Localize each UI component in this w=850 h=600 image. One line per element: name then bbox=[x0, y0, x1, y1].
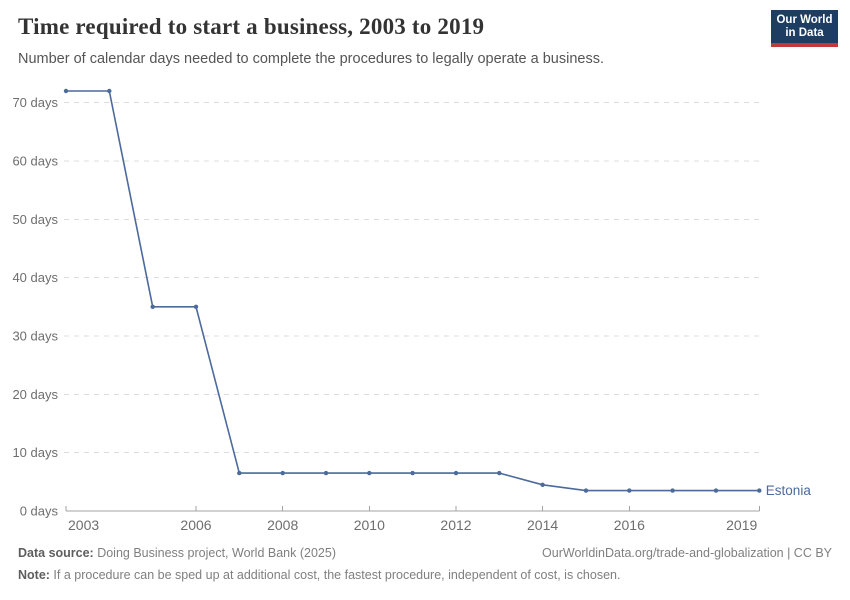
data-point-marker[interactable] bbox=[497, 470, 502, 476]
chart-subtitle: Number of calendar days needed to comple… bbox=[18, 51, 604, 67]
note-label: Note: bbox=[18, 568, 50, 582]
data-point-marker[interactable] bbox=[107, 88, 112, 94]
data-source-line: Data source: Doing Business project, Wor… bbox=[18, 546, 336, 560]
data-source-text: Doing Business project, World Bank (2025… bbox=[93, 546, 336, 560]
data-point-marker[interactable] bbox=[410, 470, 415, 476]
x-axis-tick-label: 2014 bbox=[527, 517, 558, 533]
data-point-marker[interactable] bbox=[540, 482, 545, 487]
owid-logo[interactable]: Our World in Data bbox=[771, 10, 838, 47]
owid-logo-line1: Our World bbox=[776, 13, 833, 26]
y-axis-tick-label: 60 days bbox=[12, 154, 58, 169]
note-text: If a procedure can be sped up at additio… bbox=[49, 568, 621, 582]
x-axis-tick-label: 2010 bbox=[354, 517, 385, 533]
data-point-marker[interactable] bbox=[323, 470, 329, 476]
data-point-marker[interactable] bbox=[280, 470, 285, 476]
data-point-marker[interactable] bbox=[583, 488, 589, 493]
owid-logo-line2: in Data bbox=[785, 26, 824, 39]
x-axis-tick-label: 2006 bbox=[180, 517, 211, 533]
attribution-link[interactable]: OurWorldinData.org/trade-and-globalizati… bbox=[542, 546, 832, 560]
data-source-label: Data source: bbox=[18, 546, 94, 560]
y-axis-tick-label: 70 days bbox=[12, 95, 58, 110]
y-axis-tick-label: 30 days bbox=[12, 329, 58, 344]
data-point-marker[interactable] bbox=[193, 304, 199, 309]
page-title: Time required to start a business, 2003 … bbox=[18, 14, 485, 39]
x-axis-tick-label: 2003 bbox=[68, 517, 99, 533]
x-axis-tick-label: 2019 bbox=[726, 517, 757, 533]
series-line[interactable] bbox=[65, 90, 761, 492]
y-axis-tick-label: 10 days bbox=[12, 445, 58, 460]
data-point-marker[interactable] bbox=[453, 470, 459, 476]
data-point-marker[interactable] bbox=[63, 88, 69, 94]
data-point-marker[interactable] bbox=[237, 470, 242, 476]
data-point-marker[interactable] bbox=[150, 304, 155, 309]
y-axis-tick-label: 0 days bbox=[20, 504, 59, 519]
x-axis-tick-label: 2008 bbox=[267, 517, 298, 533]
data-point-marker[interactable] bbox=[670, 488, 675, 493]
x-axis-tick-label: 2016 bbox=[614, 517, 645, 533]
x-axis-tick-label: 2012 bbox=[440, 517, 471, 533]
note-line: Note: If a procedure can be sped up at a… bbox=[18, 568, 620, 582]
y-axis-tick-label: 40 days bbox=[12, 270, 58, 285]
y-axis-tick-label: 20 days bbox=[12, 387, 58, 402]
series-end-label[interactable]: Estonia bbox=[766, 483, 812, 498]
data-point-marker[interactable] bbox=[627, 488, 632, 493]
y-axis-tick-label: 50 days bbox=[12, 212, 58, 227]
data-point-marker[interactable] bbox=[757, 488, 762, 493]
data-point-marker[interactable] bbox=[713, 488, 719, 493]
data-point-marker[interactable] bbox=[367, 470, 372, 476]
